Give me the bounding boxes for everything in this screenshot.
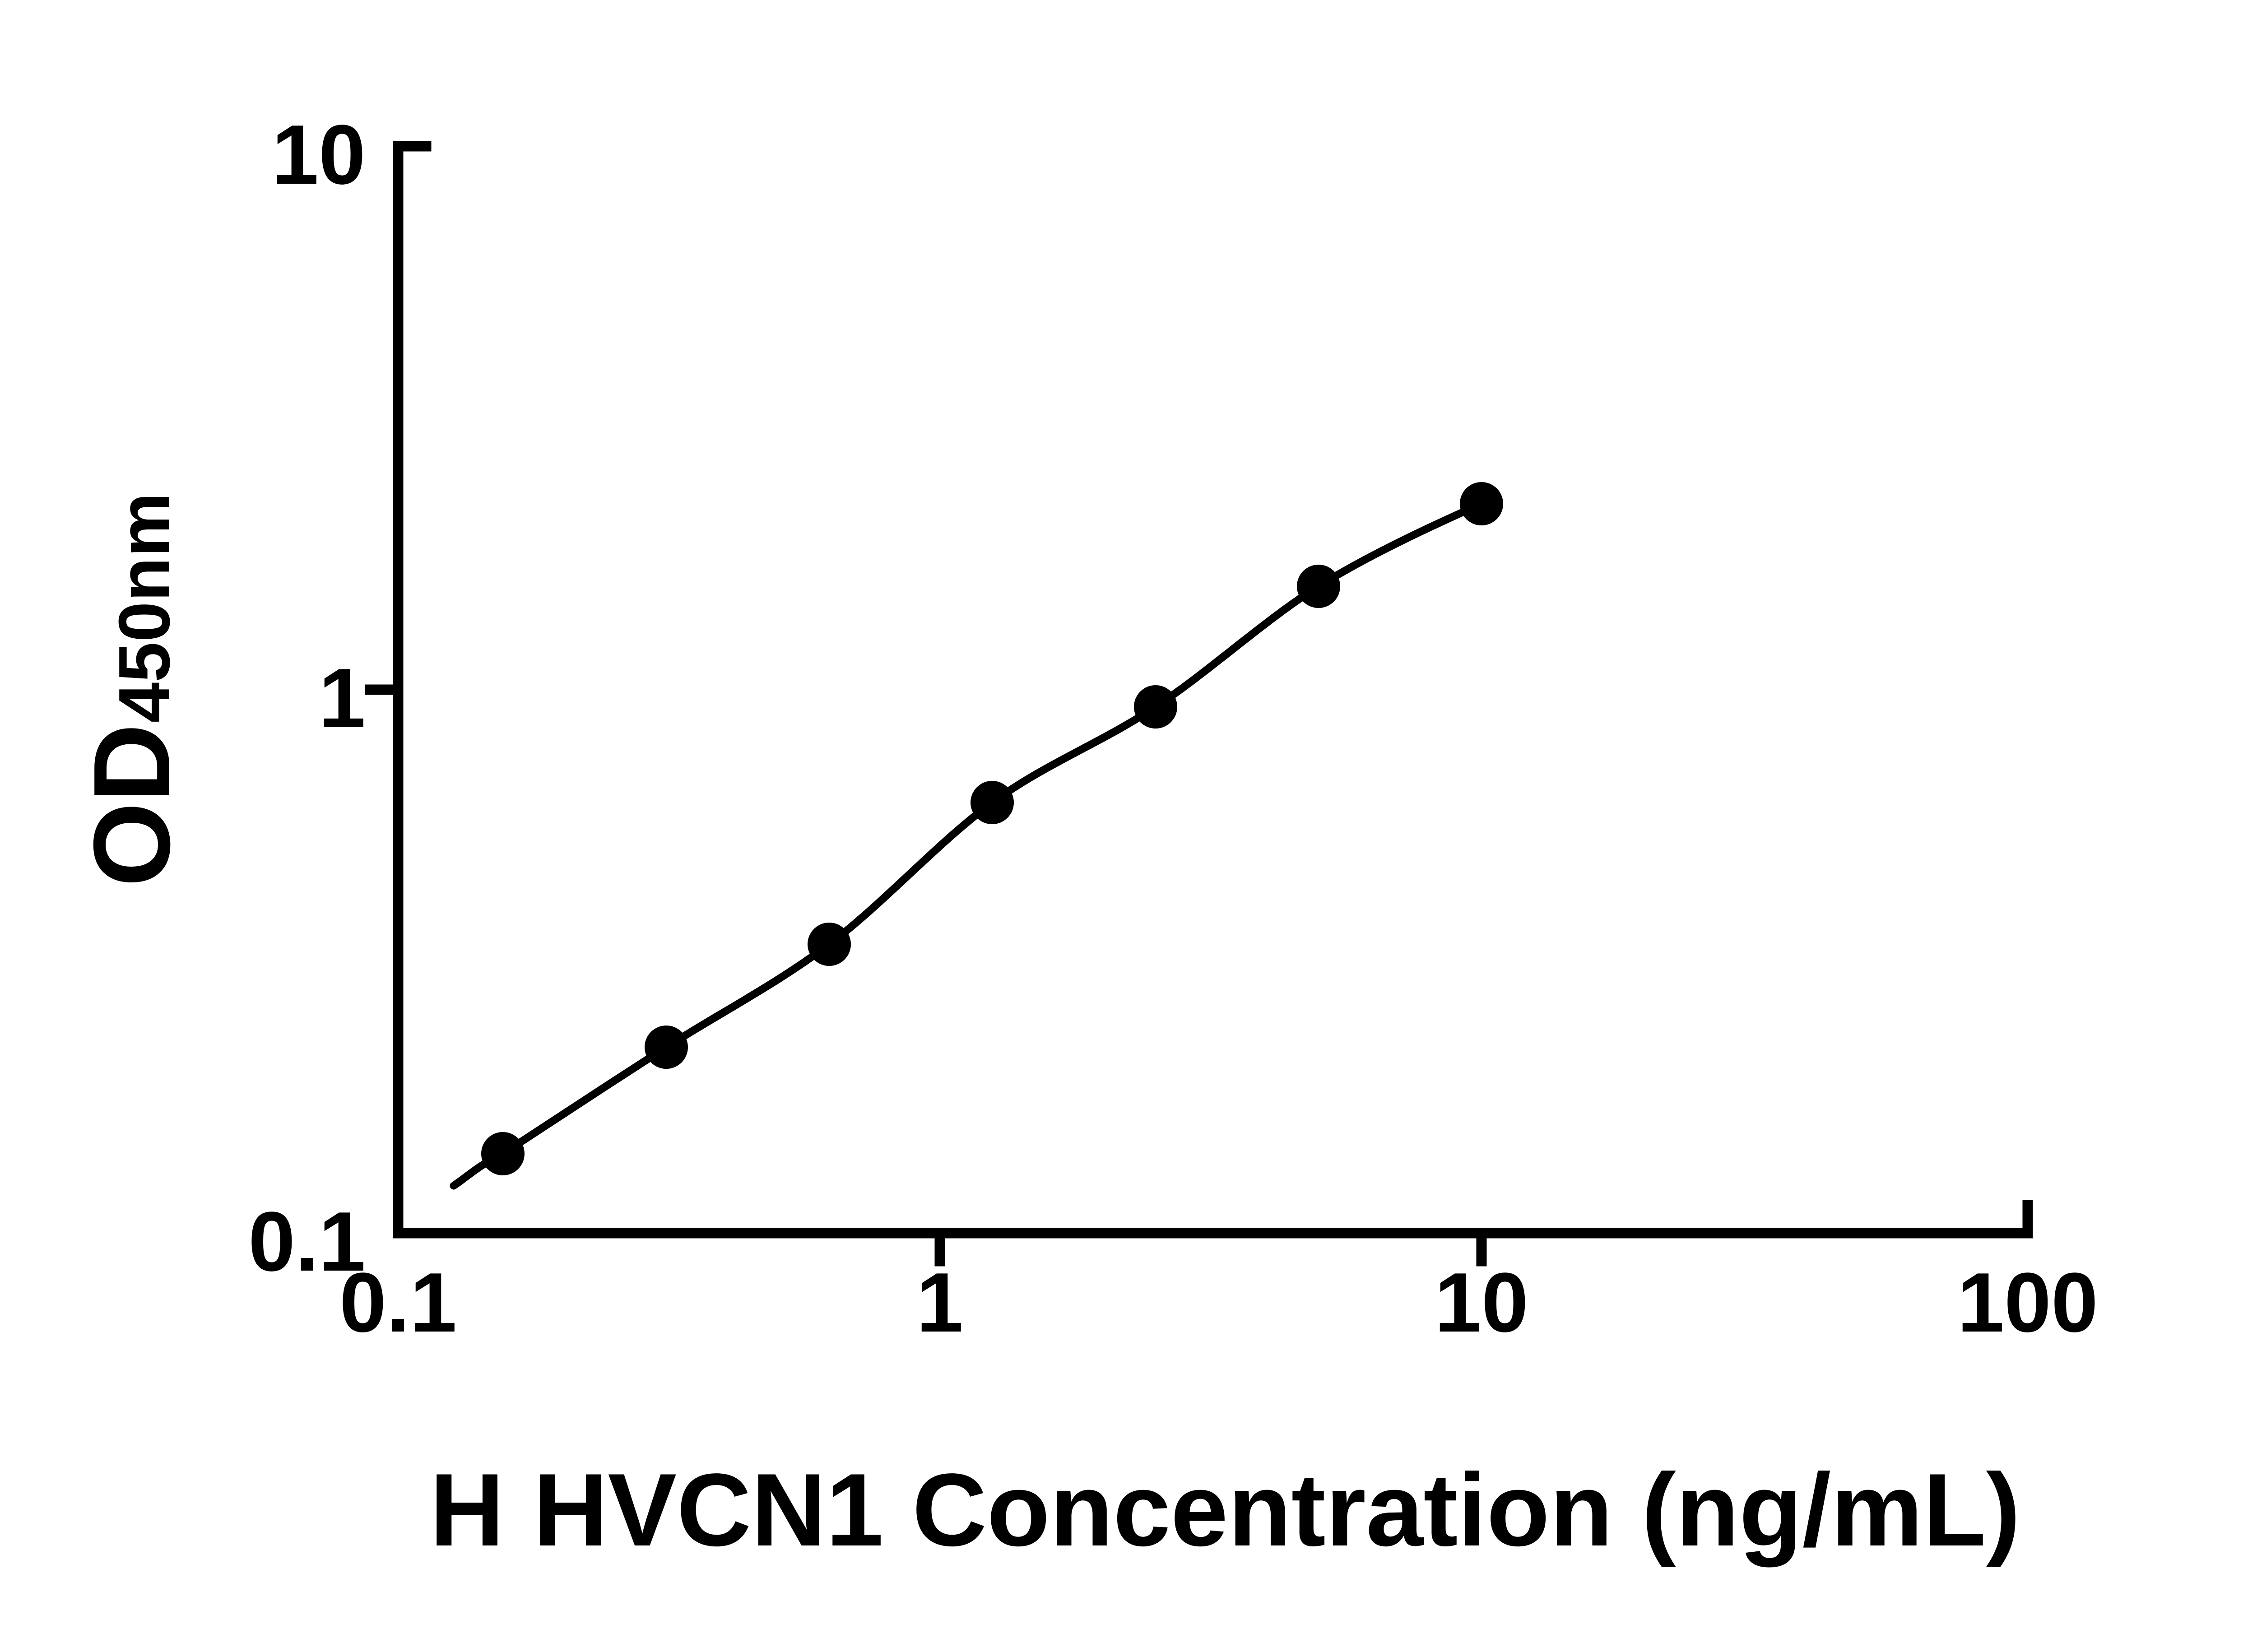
svg-text:H HVCN1 Concentration (ng/mL): H HVCN1 Concentration (ng/mL)	[430, 1452, 2020, 1568]
svg-text:10: 10	[272, 107, 366, 202]
svg-text:100: 100	[1957, 1255, 2098, 1350]
svg-text:1: 1	[916, 1255, 963, 1350]
svg-text:0.1: 0.1	[339, 1255, 457, 1350]
svg-text:1: 1	[319, 651, 366, 745]
svg-text:10: 10	[1435, 1255, 1528, 1350]
